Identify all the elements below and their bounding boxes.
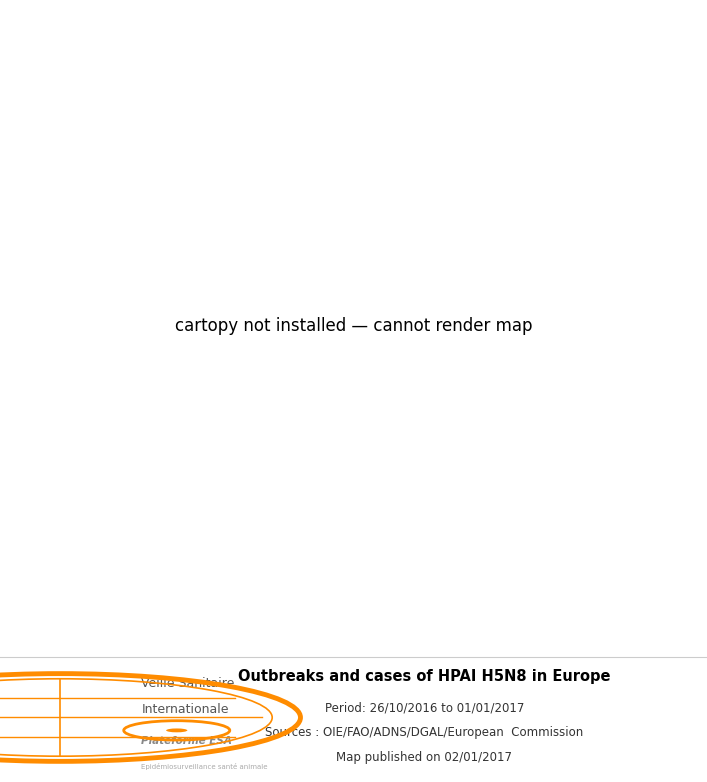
Text: Period: 26/10/2016 to 01/01/2017: Period: 26/10/2016 to 01/01/2017 — [325, 702, 524, 715]
Text: Veille Sanitaire: Veille Sanitaire — [141, 677, 235, 691]
Text: Plateforme ESA: Plateforme ESA — [141, 736, 233, 746]
Text: Outbreaks and cases of HPAI H5N8 in Europe: Outbreaks and cases of HPAI H5N8 in Euro… — [238, 669, 610, 683]
Text: cartopy not installed — cannot render map: cartopy not installed — cannot render ma… — [175, 317, 532, 335]
Text: Internationale: Internationale — [141, 703, 229, 716]
Text: Sources : OIE/FAO/ADNS/DGAL/European  Commission: Sources : OIE/FAO/ADNS/DGAL/European Com… — [265, 726, 583, 740]
Circle shape — [166, 729, 187, 732]
Text: Map published on 02/01/2017: Map published on 02/01/2017 — [337, 751, 512, 764]
Text: Epidémiosurveillance santé animale: Epidémiosurveillance santé animale — [141, 763, 268, 770]
